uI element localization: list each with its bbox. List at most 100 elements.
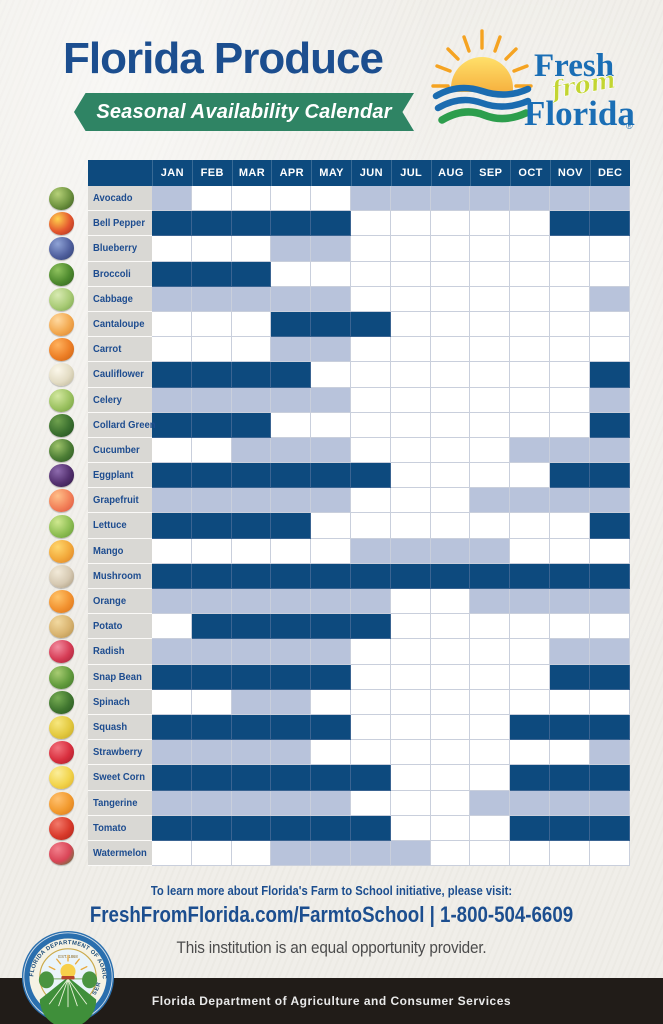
cell-carrot-may (311, 337, 351, 363)
cell-strawberry-may (311, 740, 351, 766)
cell-tangerine-jun (350, 790, 391, 816)
spinach-icon (49, 690, 74, 714)
cell-potato-jan (152, 614, 192, 640)
cell-strawberry-jul (390, 740, 431, 766)
cell-cucumber-jan (152, 437, 192, 464)
cell-cucumber-oct (510, 437, 550, 464)
cell-avocado-feb (191, 186, 232, 212)
produce-label-grapefruit: Grapefruit (88, 488, 152, 514)
cell-cucumber-sep (470, 437, 511, 464)
cell-avocado-sep (470, 186, 511, 212)
cell-cantaloupe-feb (191, 311, 232, 338)
cell-orange-jan (152, 589, 192, 615)
produce-label-cauliflower: Cauliflower (88, 362, 152, 388)
cell-bell-pepper-dec (589, 211, 630, 237)
produce-label-text: Squash (93, 720, 128, 733)
cell-lettuce-feb (191, 513, 232, 539)
produce-icon-cell (35, 639, 88, 664)
cell-mango-dec (589, 538, 630, 564)
month-header-apr: APR (271, 160, 312, 186)
cell-cauliflower-sep (470, 362, 511, 388)
mushroom-icon (49, 564, 74, 588)
month-header-aug: AUG (430, 160, 471, 186)
produce-label-text: Radish (93, 645, 125, 658)
cell-tangerine-mar (231, 790, 272, 816)
cell-bell-pepper-oct (510, 211, 550, 237)
cell-cantaloupe-sep (470, 311, 511, 338)
cell-tangerine-may (311, 790, 351, 816)
collard-green-icon (49, 413, 74, 437)
cell-mango-oct (510, 538, 550, 564)
cell-snap-bean-aug (430, 664, 471, 690)
grid-corner-label-column (88, 160, 152, 186)
cell-cabbage-jun (350, 286, 391, 312)
cell-cabbage-jan (152, 286, 192, 312)
cell-broccoli-oct (510, 261, 550, 287)
produce-icon-cell (35, 337, 88, 362)
cell-avocado-may (311, 186, 351, 212)
cell-tangerine-dec (589, 790, 630, 816)
cell-watermelon-jul (390, 840, 431, 867)
cell-carrot-aug (430, 337, 471, 363)
cell-sweet-corn-sep (470, 765, 511, 791)
logo-word-florida: Florida (524, 94, 635, 133)
cell-sweet-corn-feb (191, 765, 232, 791)
cell-potato-feb (191, 614, 232, 640)
cell-tomato-apr (271, 815, 312, 841)
cell-potato-sep (470, 614, 511, 640)
cell-watermelon-jun (350, 840, 391, 867)
cell-cauliflower-jul (390, 362, 431, 388)
cell-celery-jul (390, 387, 431, 413)
snap-bean-icon (49, 665, 74, 689)
cell-snap-bean-jul (390, 664, 431, 690)
cell-grapefruit-feb (191, 488, 232, 514)
produce-label-text: Tangerine (93, 796, 138, 809)
cell-radish-oct (510, 639, 550, 665)
cell-carrot-jul (390, 337, 431, 363)
cell-snap-bean-mar (231, 664, 272, 690)
cell-collard-green-jan (152, 412, 192, 438)
cell-collard-green-mar (231, 412, 272, 438)
footer-info-line: To learn more about Florida's Farm to Sc… (150, 884, 513, 898)
produce-icon-cell (35, 539, 88, 564)
produce-label-text: Mango (93, 544, 124, 557)
cell-squash-may (311, 714, 351, 741)
cell-cabbage-nov (549, 286, 590, 312)
cell-orange-apr (271, 589, 312, 615)
page-title: Florida Produce (63, 34, 384, 83)
produce-icon-cell (35, 186, 88, 211)
produce-icon-cell (35, 841, 88, 866)
cell-broccoli-sep (470, 261, 511, 287)
cell-spinach-jul (390, 689, 431, 715)
cell-radish-apr (271, 639, 312, 665)
cell-bell-pepper-apr (271, 211, 312, 237)
cell-potato-jun (350, 614, 391, 640)
carrot-icon (49, 338, 74, 362)
cell-sweet-corn-apr (271, 765, 312, 791)
produce-label-text: Eggplant (93, 469, 134, 482)
produce-label-text: Collard Green (93, 418, 156, 431)
cell-mushroom-jan (152, 563, 192, 589)
cell-watermelon-oct (510, 840, 550, 867)
cell-lettuce-nov (549, 513, 590, 539)
cell-cantaloupe-jul (390, 311, 431, 338)
cell-eggplant-jan (152, 463, 192, 489)
cell-cauliflower-may (311, 362, 351, 388)
cell-tomato-jul (390, 815, 431, 841)
cell-tangerine-aug (430, 790, 471, 816)
cell-eggplant-may (311, 463, 351, 489)
cell-tangerine-nov (549, 790, 590, 816)
cell-radish-nov (549, 639, 590, 665)
cell-cauliflower-nov (549, 362, 590, 388)
cell-celery-mar (231, 387, 272, 413)
cell-potato-aug (430, 614, 471, 640)
cell-radish-aug (430, 639, 471, 665)
cell-bell-pepper-may (311, 211, 351, 237)
cell-bell-pepper-feb (191, 211, 232, 237)
cell-cabbage-oct (510, 286, 550, 312)
cell-watermelon-aug (430, 840, 471, 867)
bottom-bar-text: Florida Department of Agriculture and Co… (151, 994, 512, 1008)
produce-label-broccoli: Broccoli (88, 261, 152, 287)
cell-snap-bean-sep (470, 664, 511, 690)
cell-cucumber-nov (549, 437, 590, 464)
